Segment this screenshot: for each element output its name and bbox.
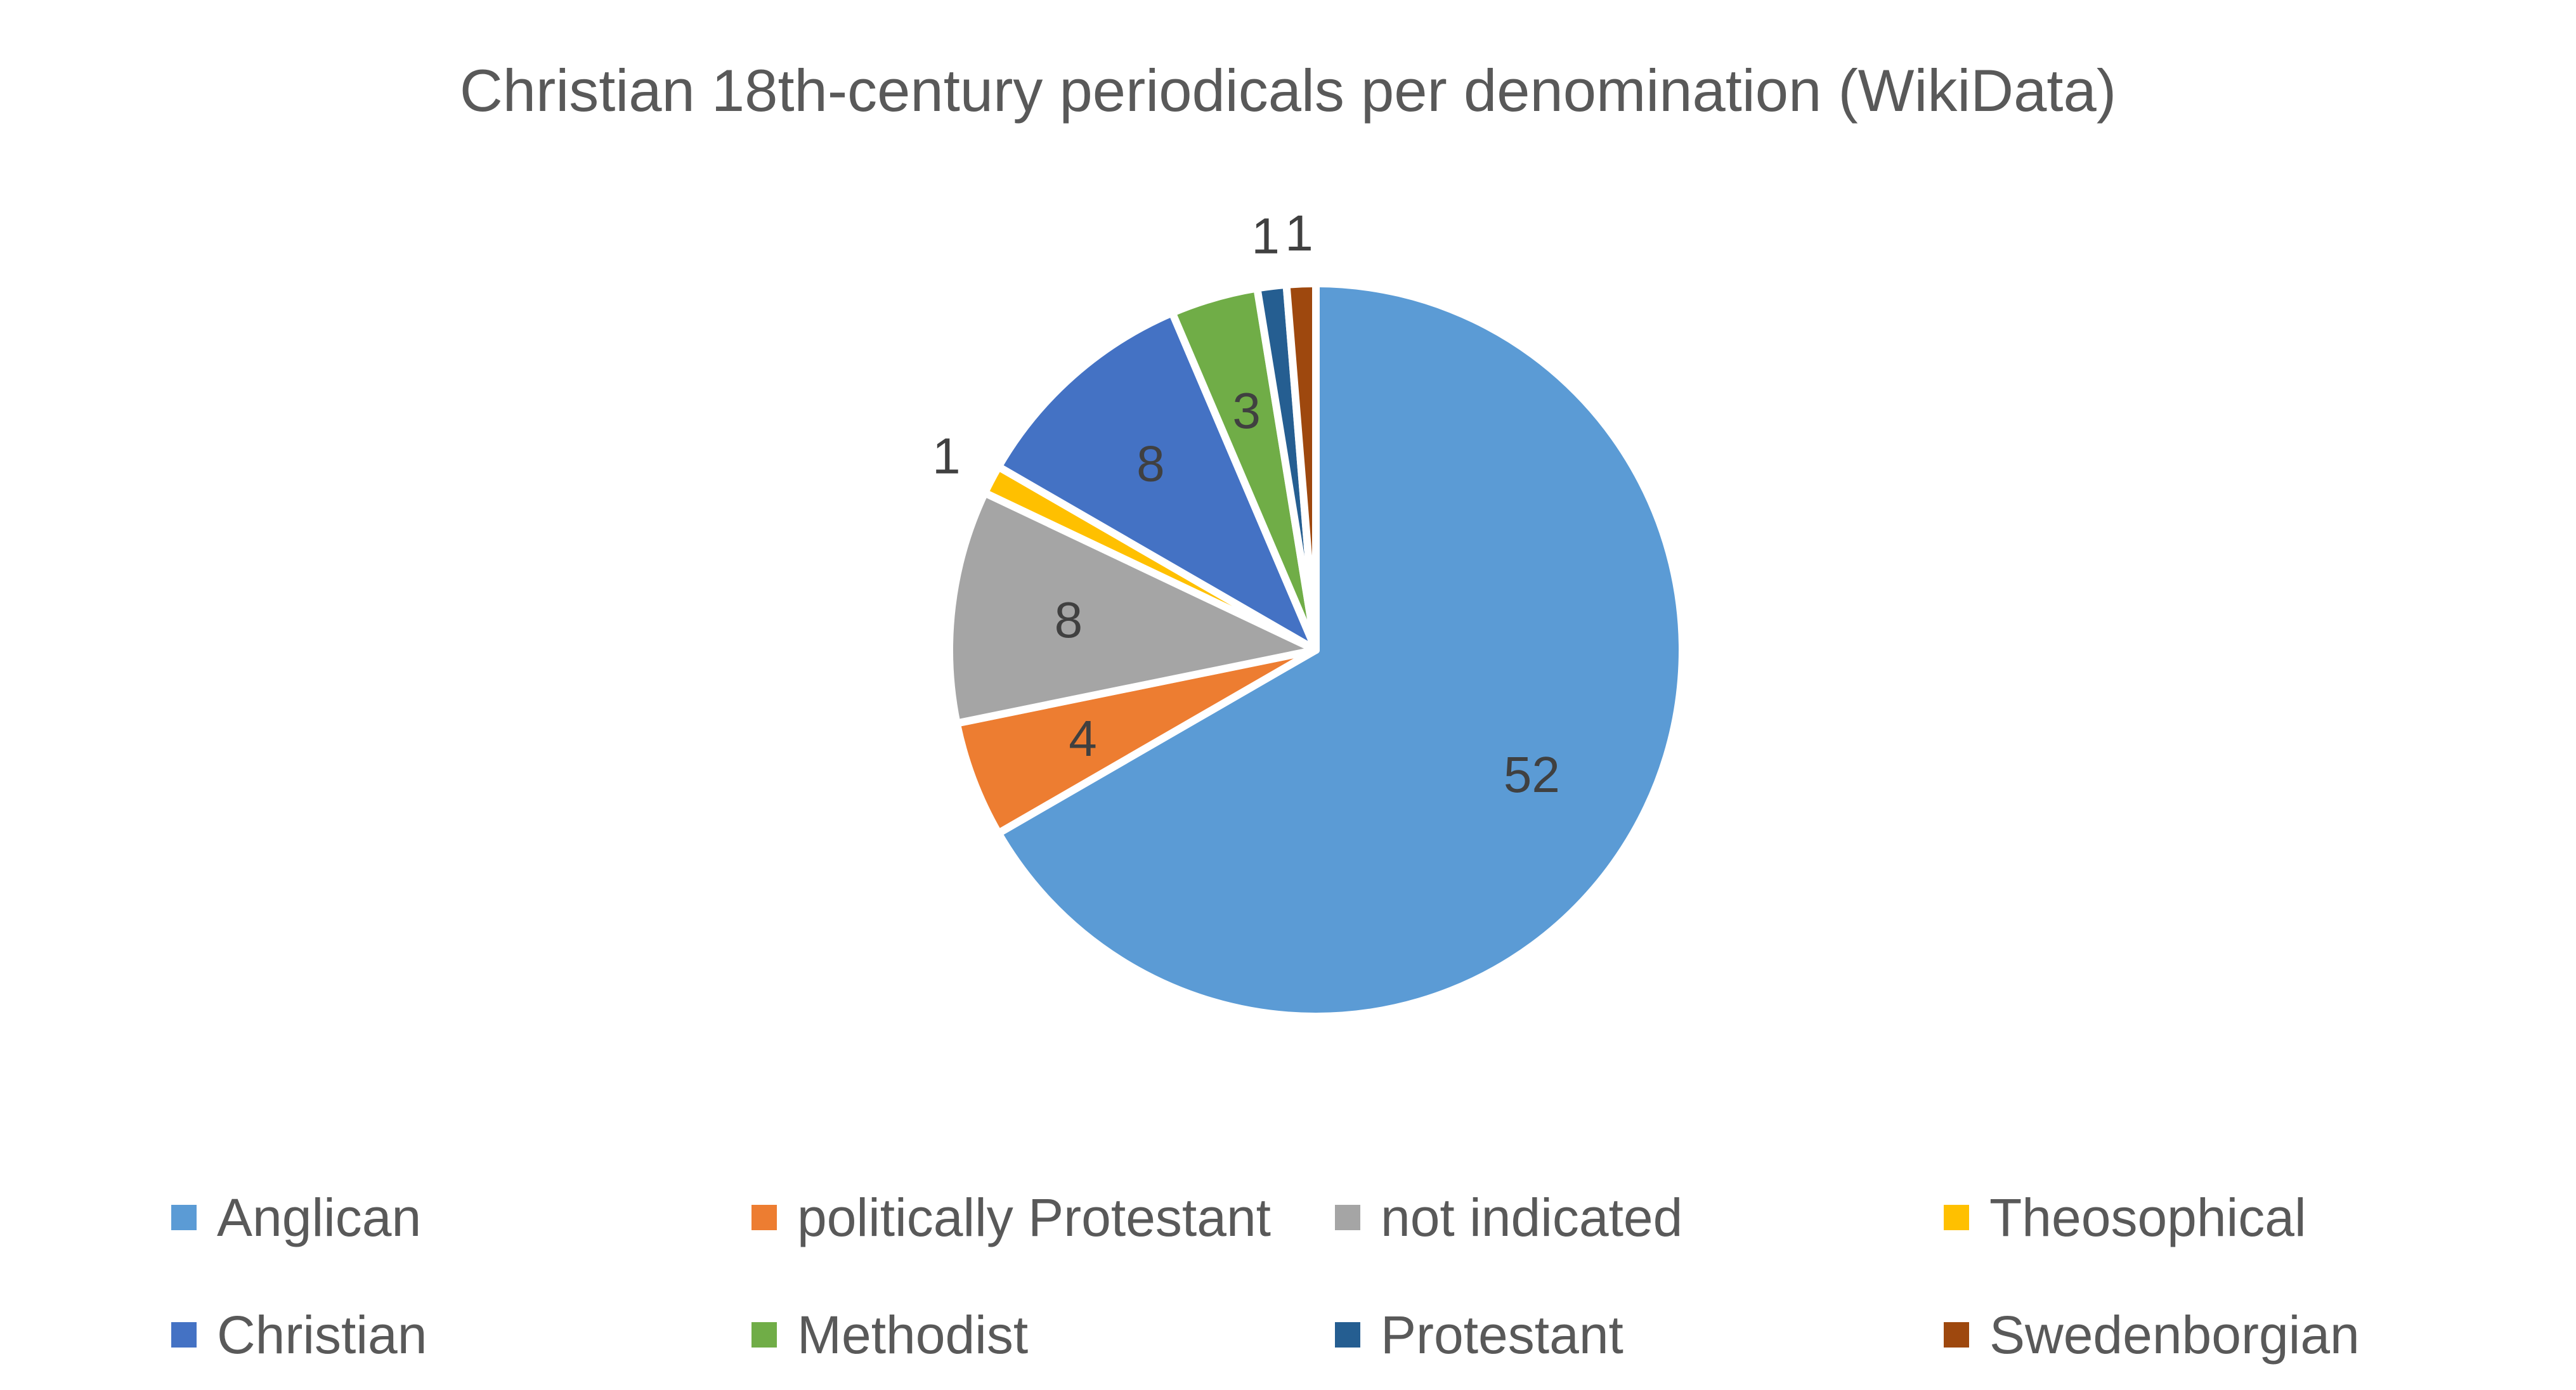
legend-swatch [751,1322,777,1348]
legend-item-methodist: Methodist [751,1305,1028,1365]
data-label-not-indicated: 8 [1055,592,1083,648]
pie-slices [946,280,1686,1020]
legend: Anglican politically Protestant not indica… [171,1188,2360,1365]
legend-swatch [1335,1322,1360,1348]
legend-item-swedenborgian: Swedenborgian [1944,1305,2360,1365]
legend-label: Anglican [217,1188,421,1247]
legend-item-protestant: Protestant [1335,1305,1623,1365]
legend-item-politically-protestant: politically Protestant [751,1188,1271,1247]
legend-swatch [1944,1205,1969,1230]
data-label-protestant: 1 [1251,207,1280,264]
legend-item-theosophical: Theosophical [1944,1188,2306,1247]
legend-item-christian: Christian [171,1305,427,1365]
data-label-swedenborgian: 1 [1285,205,1313,261]
legend-label: Methodist [797,1305,1028,1365]
legend-label: Swedenborgian [1989,1305,2360,1365]
pie-slice-swedenborgian [1282,280,1320,654]
pie-slice-anglican [994,280,1686,1020]
pie-slice-politically-protestant [953,646,1320,837]
legend-swatch [751,1205,777,1230]
legend-label: not indicated [1381,1188,1682,1247]
legend-swatch [1335,1205,1360,1230]
data-label-methodist: 3 [1232,382,1261,439]
pie-slice-christian [994,309,1320,654]
legend-item-not-indicated: not indicated [1335,1188,1682,1247]
legend-swatch [171,1205,197,1230]
legend-label: Theosophical [1989,1188,2306,1247]
legend-label: Protestant [1381,1305,1623,1365]
data-label-christian: 8 [1136,435,1165,491]
data-label-politically-protestant: 4 [1069,710,1097,767]
pie-slice-not-indicated [946,489,1320,727]
data-label-anglican: 52 [1504,746,1560,803]
legend-label: Christian [217,1305,427,1365]
legend-label: politically Protestant [797,1188,1271,1247]
legend-item-anglican: Anglican [171,1188,421,1247]
legend-swatch [1944,1322,1969,1348]
chart-title: Christian 18th-century periodicals per d… [460,57,2116,124]
legend-swatch [171,1322,197,1348]
data-label-theosophical: 1 [932,428,961,484]
